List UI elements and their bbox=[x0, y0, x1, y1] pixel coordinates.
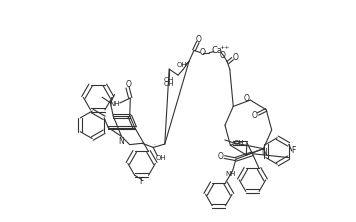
Text: O: O bbox=[232, 53, 238, 62]
Text: OH: OH bbox=[164, 81, 174, 87]
Text: O: O bbox=[125, 80, 131, 89]
Text: N: N bbox=[119, 137, 124, 146]
Text: O: O bbox=[196, 35, 202, 44]
Text: ·: · bbox=[153, 142, 155, 147]
Text: NH: NH bbox=[109, 101, 120, 107]
Text: OH: OH bbox=[163, 77, 174, 83]
Text: O: O bbox=[218, 152, 224, 161]
Text: ++: ++ bbox=[219, 45, 230, 50]
Text: NH: NH bbox=[225, 171, 236, 177]
Text: O: O bbox=[219, 51, 225, 59]
Text: OH: OH bbox=[155, 155, 166, 161]
Text: F: F bbox=[140, 177, 144, 186]
Text: N: N bbox=[261, 148, 267, 157]
Text: OH: OH bbox=[233, 139, 244, 145]
Text: O: O bbox=[200, 48, 206, 57]
Text: Ca: Ca bbox=[211, 46, 222, 55]
Text: O: O bbox=[252, 111, 258, 120]
Text: O: O bbox=[243, 94, 249, 103]
Text: F: F bbox=[292, 147, 296, 155]
Text: ·: · bbox=[203, 48, 206, 57]
Text: OH: OH bbox=[177, 63, 188, 69]
